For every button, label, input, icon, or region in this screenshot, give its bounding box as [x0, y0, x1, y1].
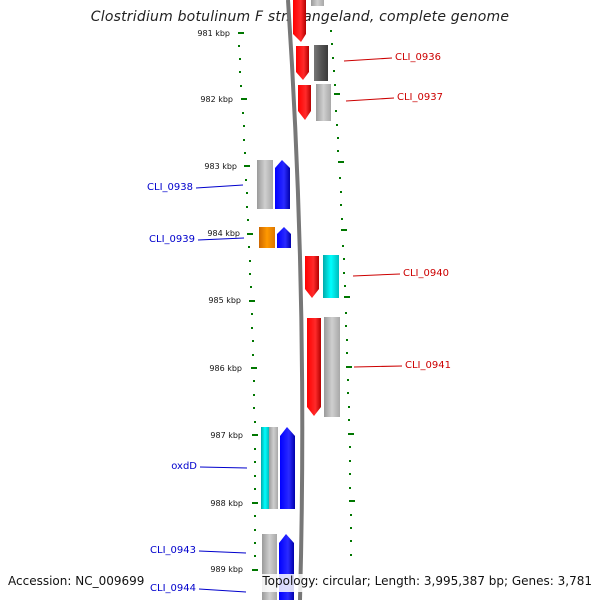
cyan-feature	[261, 427, 269, 509]
ruler-ticks-left	[238, 32, 258, 571]
ruler-label: 982 kbp	[200, 95, 233, 104]
gene-feature	[298, 85, 311, 120]
gene-label: CLI_0936	[395, 52, 441, 63]
gene-feature	[293, 0, 306, 42]
gene-feature	[305, 256, 319, 298]
gene-feature	[280, 427, 295, 509]
cyan-feature	[323, 255, 339, 298]
ruler-label: 981 kbp	[197, 29, 230, 38]
gene-label: CLI_0944	[150, 583, 196, 594]
footer-backdrop	[255, 574, 600, 592]
gene-feature	[296, 46, 309, 80]
gene-label: CLI_0939	[149, 234, 195, 245]
gene-label: CLI_0938	[147, 182, 193, 193]
gene-feature	[275, 160, 290, 209]
gc-bar	[314, 45, 328, 81]
gc-bar	[257, 160, 273, 209]
orange-feature	[259, 227, 275, 248]
ruler-ticks-right	[330, 30, 355, 556]
ruler-label: 988 kbp	[210, 499, 243, 508]
genome-backbone	[286, 0, 305, 600]
ruler-label: 983 kbp	[204, 162, 237, 171]
gene-labels: CLI_0936 CLI_0937 CLI_0938 CLI_0939 CLI_…	[147, 52, 451, 594]
ruler-label: 984 kbp	[207, 229, 240, 238]
gene-feature	[277, 227, 291, 248]
forward-features	[293, 0, 340, 417]
ruler-label: 986 kbp	[209, 364, 242, 373]
gene-label: CLI_0940	[403, 268, 449, 279]
gc-bar	[316, 84, 331, 121]
accession-text: Accession: NC_009699	[8, 574, 145, 588]
gene-label: CLI_0941	[405, 360, 451, 371]
ruler-label: 987 kbp	[210, 431, 243, 440]
gene-label: CLI_0943	[150, 545, 196, 556]
gc-bar	[324, 317, 340, 417]
reverse-features	[257, 160, 295, 600]
topology-text: Topology: circular; Length: 3,995,387 bp…	[262, 574, 592, 588]
gc-bar	[269, 427, 278, 509]
ruler-label: 985 kbp	[208, 296, 241, 305]
gene-feature	[307, 318, 321, 416]
gene-label: oxdD	[171, 461, 197, 472]
ruler-label: 989 kbp	[210, 565, 243, 574]
gene-label: CLI_0937	[397, 92, 443, 103]
gc-bar	[311, 0, 324, 6]
ruler-labels: 981 kbp 982 kbp 983 kbp 984 kbp 985 kbp …	[197, 29, 243, 574]
